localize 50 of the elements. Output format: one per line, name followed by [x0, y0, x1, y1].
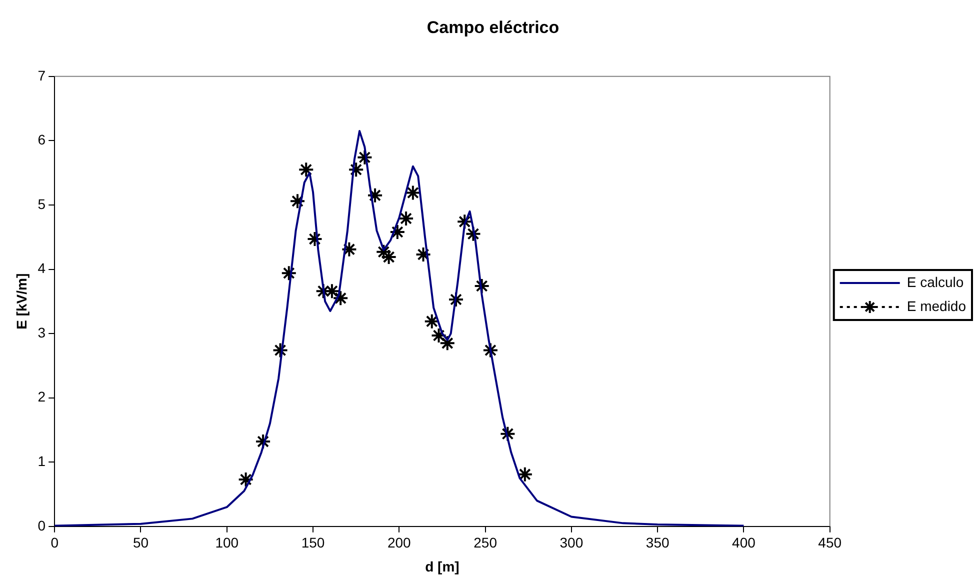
point: [306, 231, 323, 248]
point: [465, 226, 482, 242]
point: [415, 246, 432, 262]
x-tick-label: 200: [387, 534, 412, 551]
legend-label: E calculo: [906, 274, 964, 290]
point: [348, 162, 364, 178]
point: [332, 290, 349, 306]
point: [398, 210, 414, 226]
point: [238, 471, 254, 488]
point: [255, 434, 272, 450]
x-tick-label: 300: [560, 534, 584, 551]
x-tick-label: 400: [732, 534, 756, 551]
point: [424, 313, 440, 330]
x-tick-label: 450: [818, 534, 842, 551]
point: [367, 187, 384, 204]
y-tick-label: 3: [38, 324, 46, 340]
x-tick-label: 50: [132, 534, 149, 551]
y-axis-title: E [kV/m]: [13, 273, 30, 330]
point: [448, 291, 464, 308]
chart-title: Campo eléctrico: [426, 18, 560, 37]
x-tick-label: 100: [215, 534, 239, 551]
point: [280, 265, 297, 282]
point: [474, 278, 490, 294]
y-tick-label: 6: [38, 132, 46, 148]
point: [290, 193, 306, 210]
point: [298, 162, 314, 178]
y-tick-label: 7: [38, 67, 46, 84]
x-axis-title: d [m]: [425, 558, 460, 574]
point: [389, 224, 406, 240]
point: [324, 283, 340, 300]
point: [341, 241, 358, 258]
x-tick-label: 150: [301, 534, 325, 551]
x-tick-label: 0: [50, 534, 59, 551]
y-tick-label: 0: [38, 517, 46, 534]
x-tick-label: 350: [646, 534, 670, 551]
point: [456, 214, 473, 230]
y-tick-label: 4: [38, 260, 46, 276]
y-tick-label: 2: [38, 388, 46, 405]
point: [500, 426, 516, 442]
point: [516, 466, 533, 482]
point: [430, 327, 447, 344]
point: [356, 149, 373, 166]
y-tick-label: 5: [38, 196, 46, 212]
legend-label: E medido: [906, 298, 966, 314]
point: [272, 342, 288, 358]
y-tick-label: 1: [38, 452, 46, 469]
x-tick-label: 250: [474, 534, 498, 551]
point: [404, 184, 421, 201]
point: [439, 335, 456, 352]
point: [482, 342, 498, 358]
